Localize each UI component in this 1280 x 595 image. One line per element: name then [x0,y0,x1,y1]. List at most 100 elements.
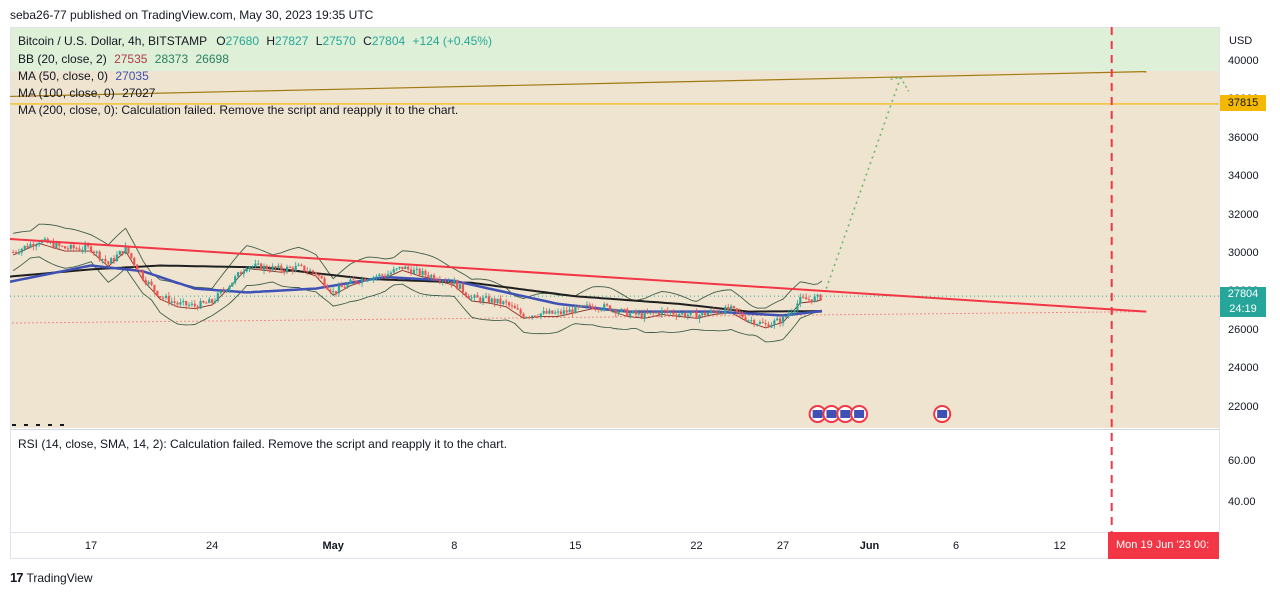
candle-body [121,250,124,254]
candle-body [629,313,632,317]
candle-body [435,279,439,281]
legend-ma100-row[interactable]: MA (100, close, 0) 27027 [18,86,155,100]
price-plot [10,71,1219,426]
candle-body [317,274,320,276]
candle-body [692,311,695,313]
candle-body [271,266,274,271]
candle-body [461,284,465,293]
candle-body [381,274,384,276]
candle-body [404,266,407,270]
candle-body [78,248,81,251]
candle-body [43,238,46,241]
candle-body [409,269,413,274]
candle-body [26,245,29,248]
candle-body [675,314,678,317]
publisher-info: seba26-77 published on TradingView.com, … [10,8,374,22]
candle-body [571,309,574,314]
brand-name: TradingView [26,570,93,585]
candle-body [730,306,733,311]
candle-body [190,303,194,305]
candle-body [110,258,113,264]
candle-body [288,266,292,268]
candle-body [87,244,90,247]
candle-body [395,268,398,270]
candle-body [29,243,32,248]
candle-body [747,320,750,322]
bb-upper: 28373 [154,52,189,66]
target-price-badge: 37815 [1220,95,1266,111]
time-tick-label: May [322,540,344,552]
ma50-label: MA (50, close, 0) [18,69,109,83]
rsi-pane[interactable] [10,429,1219,533]
price-axis[interactable] [1219,27,1280,532]
candle-body [784,316,787,318]
bb-lower-band [12,256,822,343]
candle-body [415,268,418,270]
candle-body [597,308,600,311]
candle-body [107,261,110,264]
candle-body [303,265,306,272]
candle-body [732,306,736,309]
candle-body [332,291,335,293]
candle-body [58,242,61,246]
candle-body [130,253,133,258]
candle-body [807,299,811,301]
price-tick-label: 34000 [1228,170,1259,183]
candle-body [646,312,649,314]
legend-ma50-row[interactable]: MA (50, close, 0) 27035 [18,69,149,83]
time-axis[interactable] [10,532,1219,560]
candle-body [580,305,583,307]
candle-body [574,306,577,314]
candle-body [620,308,623,312]
candle-body [816,294,819,297]
candle-body [453,280,456,285]
candle-body [666,310,669,313]
candle-body [127,245,130,254]
projection-arrow-head [890,76,910,92]
candle-body [753,320,756,325]
scroll-marker [24,424,28,426]
candle-body [761,321,764,324]
currency-label[interactable]: USD [1229,35,1253,47]
symbol-name[interactable]: Bitcoin / U.S. Dollar, 4h, BITSTAMP [18,34,207,48]
rsi-label[interactable]: RSI (14, close, SMA, 14, 2): Calculation… [18,437,507,451]
scroll-marker [60,424,64,426]
candle-body [346,283,349,288]
candle-body [735,308,738,312]
candle-body [695,311,698,319]
candle-body [95,251,98,253]
candle-body [496,298,499,304]
event-flag-stripe [812,410,823,418]
ohlc-low-label: L [315,34,323,48]
candle-body [104,258,107,262]
candle-body [689,311,692,315]
price-tick-label: 32000 [1228,208,1259,221]
scroll-marker [36,424,40,426]
legend-ma200-row[interactable]: MA (200, close, 0): Calculation failed. … [18,103,458,117]
price-pane[interactable] [10,27,1219,428]
price-tick-label: 26000 [1228,323,1259,336]
candle-body [274,266,277,269]
candle-body [283,270,286,272]
candle-body [234,276,237,283]
candle-body [156,290,159,297]
footer-brand[interactable]: 17 TradingView [10,570,93,585]
candle-body [407,266,410,270]
candle-body [519,309,522,314]
time-tick-label: 6 [952,540,960,552]
time-tick-label: 24 [205,540,219,552]
candle-body [533,315,537,317]
candle-body [248,266,251,269]
candle-body [159,296,162,298]
legend-bb-row[interactable]: BB (20, close, 2) 27535 28373 26698 [18,52,229,66]
candle-body [577,306,580,308]
bb-basis: 27535 [114,52,148,66]
event-flag-stripe [826,410,837,418]
candle-body [112,258,116,262]
candle-body [72,244,75,249]
candle-body [525,316,528,319]
candle-body [588,304,591,307]
candle-body [363,278,367,281]
candle-body [254,263,257,267]
candle-body [649,312,652,314]
